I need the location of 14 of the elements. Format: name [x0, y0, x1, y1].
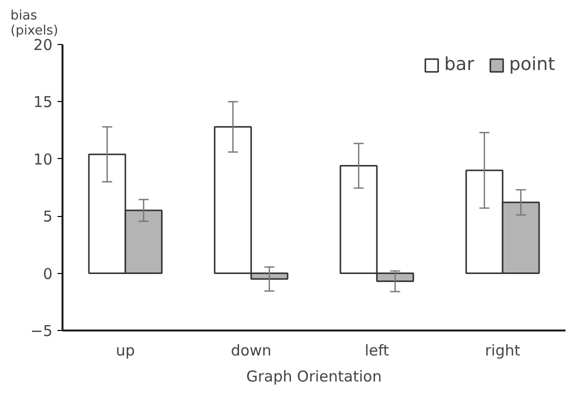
y-axis-title: bias (pixels) — [10, 8, 58, 38]
y-tick-label: 20 — [33, 36, 53, 54]
x-tick-label: up — [116, 342, 135, 360]
x-tick-label: down — [230, 342, 272, 360]
y-tick-label: −5 — [30, 322, 53, 340]
x-tick-label: left — [364, 342, 390, 360]
legend-label: point — [509, 54, 555, 75]
y-tick-label: 10 — [33, 150, 53, 168]
y-tick-label: 0 — [42, 264, 53, 283]
y-tick-label: 15 — [33, 93, 53, 112]
legend-label: bar — [444, 54, 474, 75]
x-tick-label: right — [485, 342, 520, 360]
y-tick-label: 5 — [42, 208, 53, 226]
x-axis-title: Graph Orientation — [246, 368, 382, 386]
